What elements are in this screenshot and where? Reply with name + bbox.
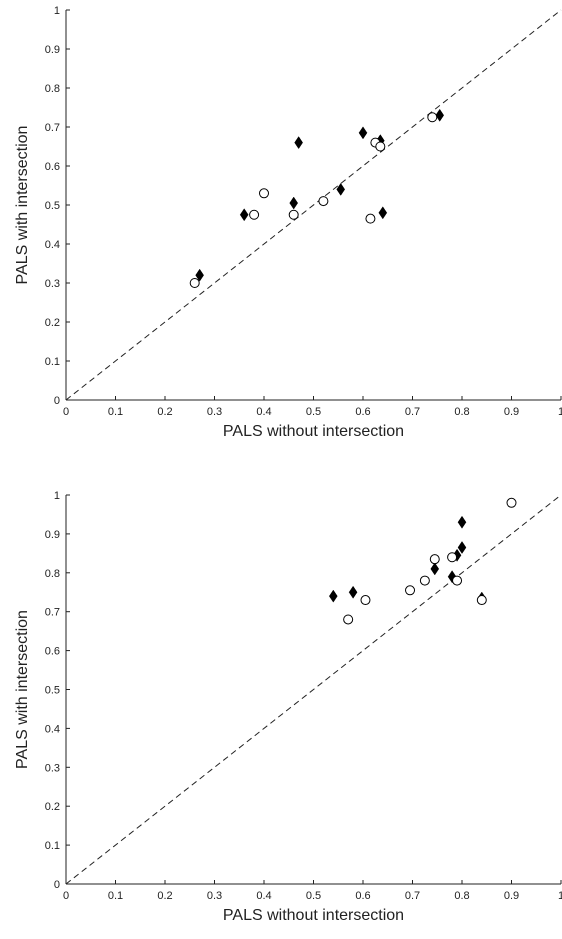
circle-point	[419, 575, 430, 586]
x-tick-label: 0.5	[306, 406, 321, 418]
diamond-point	[239, 208, 249, 222]
x-tick-label: 0.4	[256, 890, 271, 902]
y-tick-label: 0.8	[45, 568, 60, 580]
circle-point	[429, 554, 440, 565]
diamond-point	[195, 268, 204, 282]
y-tick-label: 1	[54, 490, 60, 502]
x-axis-label: PALS without intersection	[223, 907, 404, 924]
diamond-point	[378, 206, 388, 220]
x-tick-label: 0.9	[504, 406, 519, 418]
circle-point	[506, 497, 517, 508]
circle-point	[318, 196, 329, 207]
x-tick-label: 0.8	[454, 890, 469, 902]
circle-point	[343, 614, 354, 625]
diamond-point	[294, 136, 303, 150]
x-tick-label: 0	[63, 890, 69, 902]
x-tick-label: 0.2	[157, 890, 172, 902]
x-tick-label: 0.2	[157, 406, 172, 418]
y-tick-label: 0.4	[45, 723, 60, 735]
diamond-point	[430, 562, 440, 576]
y-tick-label: 0.6	[45, 161, 60, 173]
y-tick-label: 0.7	[45, 607, 60, 619]
y-tick-label: 0.5	[45, 200, 60, 212]
y-tick-label: 0.2	[45, 317, 60, 329]
x-tick-label: 0.5	[306, 890, 321, 902]
diamond-point	[457, 515, 467, 529]
y-tick-label: 0.1	[45, 840, 60, 852]
diamond-point	[348, 585, 358, 599]
x-tick-label: 0.9	[504, 890, 519, 902]
circle-point	[427, 112, 438, 123]
circle-point	[447, 552, 458, 563]
circle-point	[405, 585, 416, 596]
y-tick-label: 0.3	[45, 762, 60, 774]
x-tick-label: 1	[558, 406, 562, 418]
circle-point	[476, 595, 487, 606]
y-tick-label: 0.2	[45, 801, 60, 813]
circle-point	[288, 209, 299, 220]
x-tick-label: 0.3	[207, 406, 222, 418]
scatter-plot-2: 0 0.1 0.2 0.3 0.4 0.5 0.6 0.7 0.8 0.9 1 0 0.1 0.2 0.3 0…	[14, 490, 562, 924]
x-tick-label: 0.4	[256, 406, 271, 418]
x-tick-label: 0.6	[355, 406, 370, 418]
y-tick-label: 0.3	[45, 278, 60, 290]
diamond-point	[457, 541, 467, 554]
diamond-point	[336, 182, 346, 196]
x-axis-label: PALS without intersection	[223, 423, 404, 440]
circle-point	[375, 141, 386, 152]
y-tick-label: 0.7	[45, 122, 60, 134]
diamond-point	[328, 589, 338, 603]
x-tick-label: 0.6	[355, 890, 370, 902]
diamond-point	[289, 196, 299, 210]
x-tick-label: 0.7	[405, 406, 420, 418]
y-tick-label: 0.4	[45, 239, 60, 251]
reference-line	[65, 9, 562, 401]
circle-point	[365, 213, 376, 224]
y-tick-label: 0	[54, 395, 60, 407]
y-tick-label: 0	[54, 879, 60, 891]
circle-point	[452, 575, 463, 586]
y-tick-label: 0.6	[45, 646, 60, 658]
x-tick-label: 0.8	[454, 406, 469, 418]
y-tick-label: 0.9	[45, 529, 60, 541]
y-axis-label: PALS with intersection	[14, 610, 31, 769]
circle-point	[249, 209, 260, 220]
y-tick-label: 0.9	[45, 44, 60, 56]
x-tick-label: 0.1	[108, 890, 123, 902]
x-tick-label: 0.7	[405, 890, 420, 902]
y-axis-label: PALS with intersection	[14, 126, 31, 285]
circle-point	[360, 595, 371, 606]
scatter-plot-1: 0 0.1 0.2 0.3 0.4 0.5 0.6 0.7 0.8 0.9 1 0 0.1 0.2 0.3 0…	[14, 5, 562, 440]
x-tick-label: 1	[558, 890, 562, 902]
reference-line	[65, 494, 562, 885]
y-tick-label: 0.1	[45, 356, 60, 368]
x-tick-label: 0	[63, 406, 69, 418]
circle-point	[189, 278, 200, 288]
y-tick-label: 0.5	[45, 685, 60, 697]
diamond-point	[435, 108, 445, 122]
circle-point	[259, 188, 269, 199]
y-tick-label: 0.8	[45, 83, 60, 95]
diamond-point	[358, 126, 368, 140]
x-tick-label: 0.1	[108, 406, 123, 418]
y-tick-label: 1	[54, 5, 60, 17]
x-tick-label: 0.3	[207, 890, 222, 902]
